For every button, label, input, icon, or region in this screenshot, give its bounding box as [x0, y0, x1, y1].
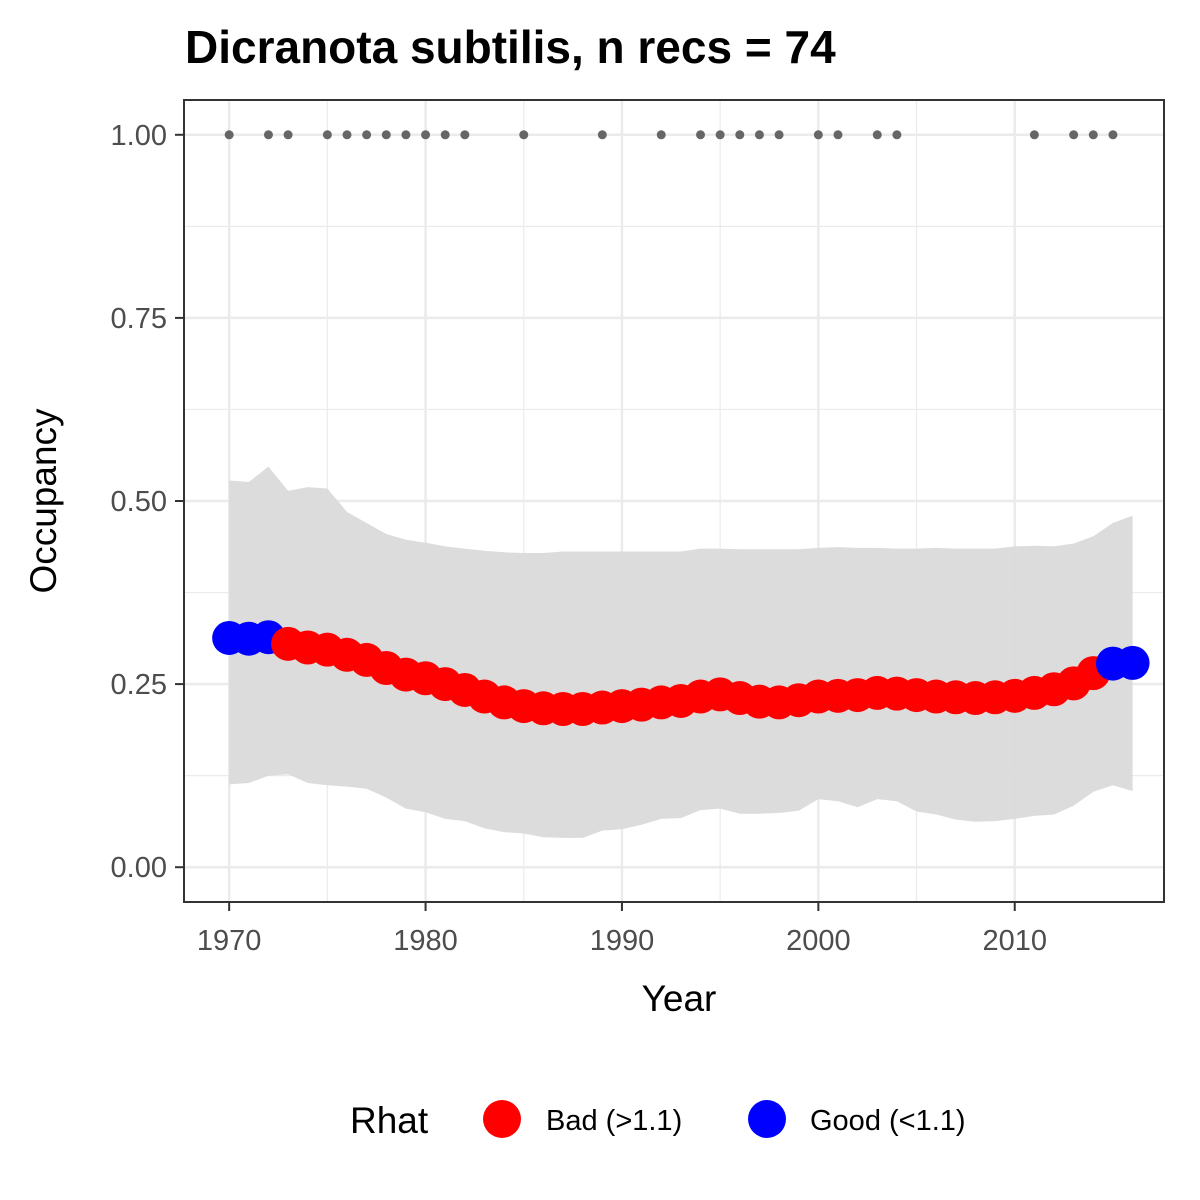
record-point [283, 130, 293, 140]
y-tick-label: 0.00 [111, 852, 167, 884]
y-tick-label: 1.00 [111, 120, 167, 152]
record-point [1108, 130, 1118, 140]
record-point [656, 130, 666, 140]
y-tick-label: 0.75 [111, 303, 167, 335]
x-tick-label: 2000 [786, 925, 851, 957]
legend-label-good: Good (<1.1) [810, 1105, 966, 1137]
record-point [224, 130, 234, 140]
record-point [401, 130, 411, 140]
x-tick-label: 2010 [982, 925, 1047, 957]
legend: Rhat Bad (>1.1) Good (<1.1) [350, 1100, 966, 1141]
record-point [754, 130, 764, 140]
x-axis-title: Year [642, 978, 717, 1019]
record-point [263, 130, 273, 140]
record-point [342, 130, 352, 140]
record-point [1069, 130, 1079, 140]
y-axis-title: Occupancy [23, 408, 64, 594]
record-point [715, 130, 725, 140]
record-point [774, 130, 784, 140]
credible-interval-ribbon [229, 466, 1133, 838]
record-point [322, 130, 332, 140]
x-tick-label: 1990 [590, 925, 655, 957]
record-point [381, 130, 391, 140]
legend-key-bad [483, 1100, 521, 1138]
record-point [519, 130, 529, 140]
occupancy-points [212, 620, 1150, 727]
chart-title: Dicranota subtilis, n recs = 74 [185, 21, 836, 73]
legend-title: Rhat [350, 1100, 429, 1141]
record-point [872, 130, 882, 140]
x-tick-label: 1980 [393, 925, 458, 957]
record-point [1029, 130, 1039, 140]
legend-label-bad: Bad (>1.1) [546, 1105, 682, 1137]
occupancy-point [1115, 645, 1150, 680]
record-point [460, 130, 470, 140]
record-point [813, 130, 823, 140]
record-point [1088, 130, 1098, 140]
record-point [833, 130, 843, 140]
legend-key-good [748, 1100, 786, 1138]
axes: 0.00 0.25 0.50 0.75 1.00 1970 1980 1990 2000 2010 [111, 120, 1047, 957]
record-point [421, 130, 431, 140]
record-points [224, 130, 1118, 140]
record-point [696, 130, 706, 140]
y-tick-label: 0.50 [111, 486, 167, 518]
record-point [440, 130, 450, 140]
record-point [597, 130, 607, 140]
y-tick-label: 0.25 [111, 669, 167, 701]
record-point [892, 130, 902, 140]
record-point [735, 130, 745, 140]
record-point [362, 130, 372, 140]
x-tick-label: 1970 [197, 925, 262, 957]
